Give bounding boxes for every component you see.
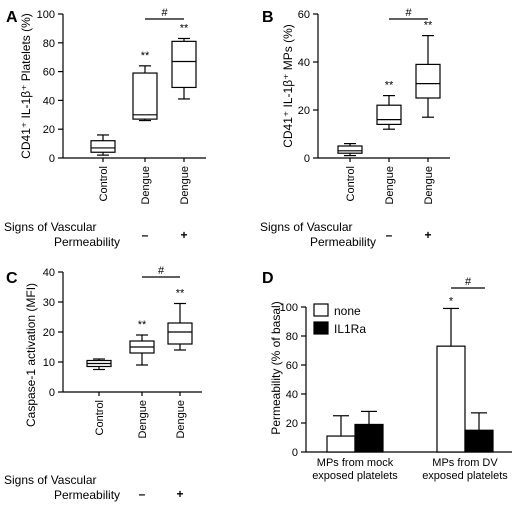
panel-a-y-tick-label: 80: [43, 38, 55, 50]
panel-b-bracket-label: #: [405, 7, 412, 19]
panel-c-category-label: Dengue: [137, 400, 149, 439]
panel-c-bracket-label: #: [158, 265, 165, 277]
panel-c-y-tick-label: 20: [43, 327, 55, 339]
panel-b-box: [415, 63, 441, 99]
panel-d-y-tick-label: 100: [280, 302, 298, 314]
panel-d-category-label: exposed platelets: [422, 470, 508, 482]
panel-a-box: [90, 140, 116, 153]
panel-a: A CD41⁺ IL-1β⁺ Platelets (%) 0 20 40 60 80 10…: [6, 7, 206, 242]
panel-d-legend-label: IL1Ra: [334, 322, 366, 336]
panel-c-category-label: Dengue: [175, 400, 187, 439]
panel-d-category-label: MPs from mock: [317, 457, 394, 469]
panel-a-y-axis-label: CD41⁺ IL-1β⁺ Platelets (%): [19, 13, 33, 159]
panel-d-category-label: exposed platelets: [312, 470, 398, 482]
panel-letter-a: A: [6, 9, 18, 26]
panel-d-legend-swatch: [313, 321, 329, 335]
panel-d-bar-il1ra: [464, 429, 494, 453]
panel-c-significance-mark: **: [176, 288, 185, 300]
panel-d-bracket-label: #: [465, 276, 472, 288]
panel-a-sign-symbol: –: [142, 228, 149, 242]
panel-b-y-tick-label: 0: [304, 153, 310, 165]
panel-d-bar-none: [326, 435, 356, 453]
panel-d-y-tick-label: 0: [292, 447, 298, 459]
panel-b-significance-mark: **: [385, 80, 394, 92]
panel-d-y-tick-label: 20: [286, 418, 298, 430]
panel-b-y-tick-label: 20: [298, 105, 310, 117]
panel-a-category-label: Dengue: [179, 166, 191, 205]
panel-b-category-label: Dengue: [423, 166, 435, 205]
panel-b-y-axis-label: CD41⁺ IL-1β⁺ MPs (%): [281, 24, 295, 148]
panel-b-significance-mark: **: [424, 20, 433, 32]
panel-a-y-tick-label: 40: [43, 95, 55, 107]
panel-a-bracket-label: #: [161, 7, 168, 19]
panel-c-y-tick-label: 0: [49, 387, 55, 399]
panel-letter-c: C: [6, 270, 18, 287]
panel-b-box: [337, 145, 363, 154]
panel-a-box: [132, 72, 158, 120]
panel-d-legend-label: none: [334, 304, 361, 318]
panel-c-box: [167, 322, 193, 345]
panel-a-y-tick-label: 20: [43, 124, 55, 136]
panel-d-legend-swatch: [313, 303, 329, 317]
signs-label-a-line2: Permeability: [54, 235, 120, 249]
panel-d-significance-mark: *: [449, 295, 454, 307]
panel-b-category-label: Dengue: [384, 166, 396, 205]
panel-b-y-tick-label: 40: [298, 57, 310, 69]
panel-b-box: [376, 104, 402, 125]
panel-d-y-tick-label: 60: [286, 360, 298, 372]
panel-a-y-tick-label: 0: [49, 153, 55, 165]
panel-b-sign-symbol: –: [386, 228, 393, 242]
panel-a-significance-mark: **: [180, 22, 189, 34]
panel-b: B CD41⁺ IL-1β⁺ MPs (%) 0 20 40 60 Control ** D…: [262, 7, 450, 242]
panel-c-y-tick-label: 10: [43, 357, 55, 369]
panel-d-category-label: MPs from DV: [432, 457, 498, 469]
signs-label-a-line1: Signs of Vascular: [4, 220, 97, 234]
panel-a-significance-mark: **: [141, 50, 150, 62]
panel-letter-b: B: [262, 9, 274, 26]
panel-b-category-label: Control: [345, 166, 357, 201]
panel-a-y-tick-label: 60: [43, 67, 55, 79]
panel-c-y-axis-label: Caspase-1 activation (MFI): [24, 283, 38, 427]
panel-c-sign-symbol: +: [176, 487, 183, 501]
panel-d-bar-none: [436, 345, 466, 453]
panel-c-significance-mark: **: [138, 319, 147, 331]
panel-d-y-tick-label: 80: [286, 331, 298, 343]
panel-d-y-tick-label: 40: [286, 389, 298, 401]
panel-letter-d: D: [262, 270, 274, 287]
panel-a-y-tick-label: 100: [37, 9, 55, 21]
panel-c: C Caspase-1 activation (MFI) 0 10 20 30 40 Co…: [6, 265, 202, 501]
panel-c-y-tick-label: 30: [43, 297, 55, 309]
signs-label-b-line1: Signs of Vascular: [260, 220, 353, 234]
panel-b-sign-symbol: +: [424, 228, 431, 242]
signs-label-b-line2: Permeability: [310, 235, 376, 249]
panel-b-y-tick-label: 60: [298, 9, 310, 21]
panel-a-sign-symbol: +: [180, 228, 187, 242]
signs-label-c-line2: Permeability: [54, 488, 120, 502]
panel-a-box: [171, 40, 197, 89]
panel-c-category-label: Control: [94, 400, 106, 435]
signs-label-c-line1: Signs of Vascular: [4, 473, 97, 487]
panel-c-sign-symbol: –: [139, 487, 146, 501]
panel-d-y-axis-label: Permeability (% of basal): [269, 301, 283, 434]
panel-c-y-tick-label: 40: [43, 267, 55, 279]
panel-d-bar-il1ra: [354, 423, 384, 453]
panel-a-category-label: Dengue: [140, 166, 152, 205]
panel-d: D Permeability (% of basal) 0 20 40 60 80 100…: [262, 270, 512, 482]
panel-a-category-label: Control: [98, 166, 110, 201]
